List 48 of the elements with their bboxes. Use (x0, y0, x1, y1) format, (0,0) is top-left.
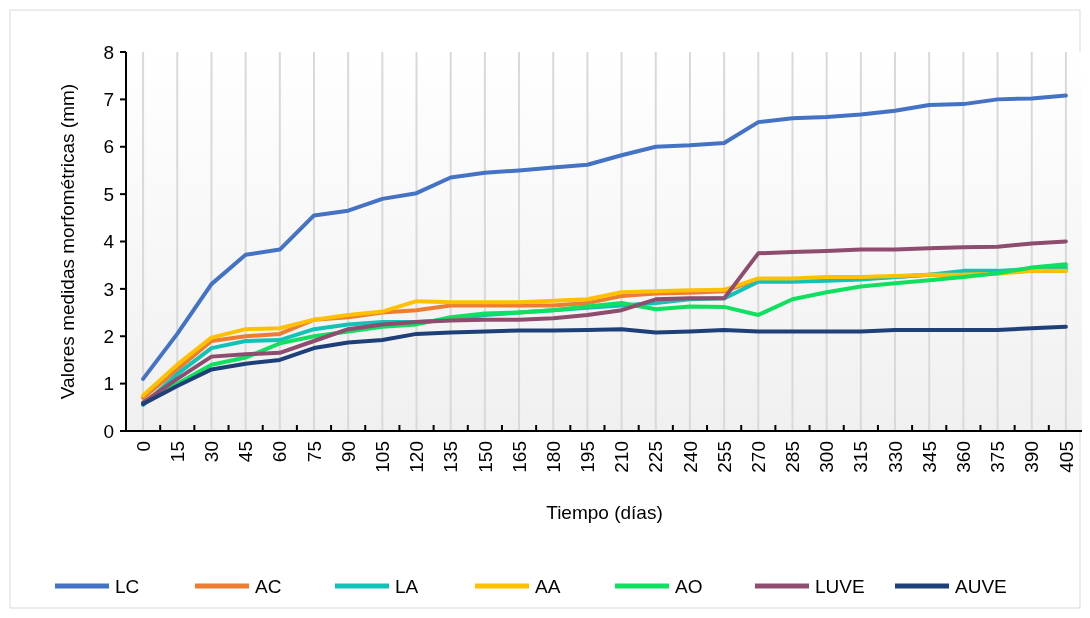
y-tick-label: 6 (103, 136, 114, 158)
y-tick-label: 5 (103, 183, 114, 205)
x-tick-label: 270 (747, 441, 769, 473)
x-tick-label: 300 (816, 441, 838, 473)
legend-label: AA (535, 575, 561, 597)
x-tick-label: 135 (440, 441, 462, 473)
x-tick-label: 225 (645, 441, 667, 473)
x-tick-label: 210 (611, 441, 633, 473)
x-tick-label: 45 (235, 441, 257, 463)
legend-label: AC (255, 575, 282, 597)
x-tick-label: 165 (508, 441, 530, 473)
x-tick-label: 75 (303, 441, 325, 463)
legend-label: LUVE (815, 575, 865, 597)
x-tick-label: 180 (542, 441, 564, 473)
x-tick-label: 315 (850, 441, 872, 473)
y-tick-label: 4 (103, 231, 115, 253)
line-series (141, 93, 1068, 381)
x-tick-label: 150 (474, 441, 496, 473)
x-tick-label: 255 (713, 441, 735, 473)
x-axis-title: Tiempo (días) (546, 502, 663, 523)
y-tick-label: 1 (103, 373, 114, 395)
x-tick-label: 60 (269, 441, 291, 463)
x-tick-label: 375 (987, 441, 1009, 473)
y-tick-label: 3 (103, 278, 114, 300)
x-tick-label: 345 (918, 441, 940, 473)
x-tick-label: 240 (679, 441, 701, 473)
x-tick-label: 405 (1055, 441, 1077, 473)
x-tick-label: 195 (577, 441, 599, 473)
x-tick-label: 390 (1021, 441, 1043, 473)
legend-label: LA (395, 575, 419, 597)
y-tick-label: 8 (103, 41, 114, 63)
y-tick-label: 7 (103, 89, 114, 111)
line-series (141, 324, 1068, 406)
legend-label: AUVE (955, 575, 1007, 597)
y-axis-title: Valores medidas morfométricas (mm) (57, 83, 78, 400)
x-tick-label: 90 (337, 441, 359, 463)
y-tick-label: 2 (103, 325, 114, 347)
x-tick-label: 285 (782, 441, 804, 473)
x-tick-label: 30 (201, 441, 223, 463)
legend-label: AO (675, 575, 703, 597)
legend-label: LC (115, 575, 140, 597)
x-tick-label: 0 (132, 441, 154, 452)
x-tick-label: 360 (953, 441, 975, 473)
x-tick-label: 15 (166, 441, 188, 463)
x-tick-label: 105 (371, 441, 393, 473)
y-tick-label: 0 (103, 420, 114, 442)
x-tick-label: 120 (406, 441, 428, 473)
x-tick-label: 330 (884, 441, 906, 473)
